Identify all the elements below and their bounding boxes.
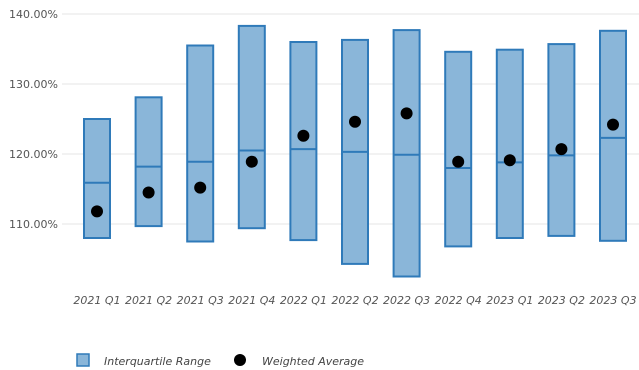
- iqr-box: [237, 24, 266, 230]
- iqr-box: [186, 44, 215, 243]
- legend-swatch-iqr: [76, 353, 90, 367]
- iqr-box: [547, 43, 576, 237]
- weighted-average-point: [142, 186, 155, 199]
- iqr-boxes: [83, 24, 627, 278]
- iqr-box: [392, 29, 421, 278]
- x-tick-label: 2022 Q1: [280, 294, 327, 307]
- x-tick-label: 2021 Q4: [228, 294, 275, 307]
- x-tick-label: 2023 Q1: [486, 294, 533, 307]
- weighted-average-point: [194, 181, 207, 194]
- weighted-average-point: [452, 155, 465, 168]
- weighted-average-point: [245, 155, 258, 168]
- x-tick-label: 2022 Q3: [383, 294, 430, 307]
- x-tick-label: 2021 Q1: [73, 294, 120, 307]
- x-tick-label: 2021 Q2: [125, 294, 172, 307]
- x-tick-label: 2023 Q2: [538, 294, 585, 307]
- legend: Interquartile Range Weighted Average: [76, 353, 364, 368]
- iqr-box: [83, 118, 111, 239]
- weighted-average-markers: [91, 107, 619, 218]
- y-tick-label: 140.00%: [9, 8, 58, 21]
- legend-label-weighted-average: Weighted Average: [262, 355, 364, 368]
- weighted-average-point: [91, 205, 103, 218]
- x-tick-label: 2021 Q3: [177, 294, 224, 307]
- y-tick-label: 110.00%: [9, 218, 58, 231]
- legend-marker-weighted-average: [234, 354, 246, 366]
- x-axis: 2021 Q1 2021 Q2 2021 Q3 2021 Q4 2022 Q1 2022 …: [73, 294, 636, 307]
- iqr-box: [134, 96, 163, 228]
- weighted-average-point: [400, 107, 413, 120]
- x-tick-label: 2022 Q2: [331, 294, 378, 307]
- weighted-average-point: [297, 129, 310, 142]
- x-tick-label: 2023 Q3: [589, 294, 636, 307]
- weighted-average-point: [349, 115, 361, 128]
- y-tick-label: 120.00%: [9, 148, 58, 161]
- weighted-average-point: [607, 118, 619, 131]
- weighted-average-point: [555, 143, 568, 156]
- iqr-box: [495, 48, 524, 240]
- y-axis: 110.00% 120.00% 130.00% 140.00%: [9, 8, 58, 231]
- weighted-average-point: [503, 154, 516, 167]
- iqr-box: [444, 50, 473, 248]
- iqr-box: [599, 29, 627, 242]
- y-tick-label: 130.00%: [9, 78, 58, 91]
- legend-label-iqr: Interquartile Range: [104, 355, 211, 368]
- x-tick-label: 2022 Q4: [435, 294, 482, 307]
